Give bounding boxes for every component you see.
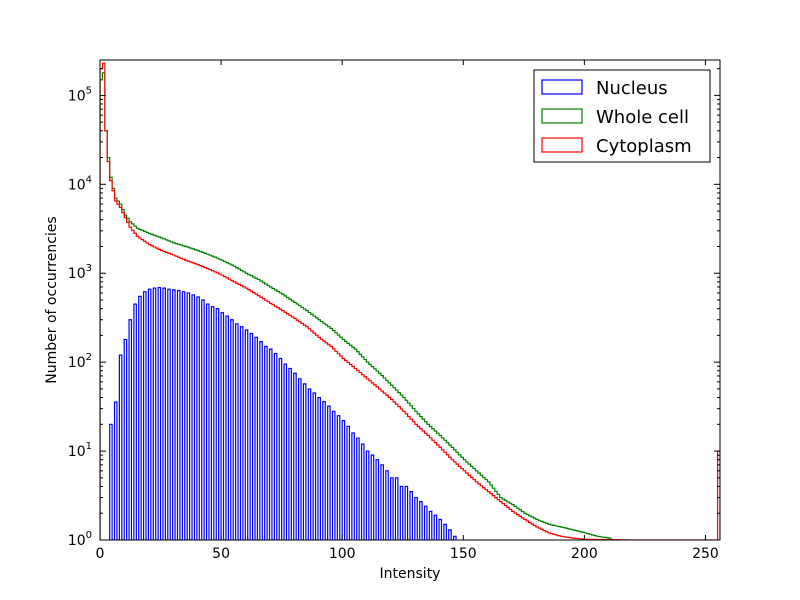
x-tick-label: 0 (96, 546, 105, 562)
y-axis-label: Number of occurrencies (44, 216, 60, 383)
y-tick-label: 101 (68, 441, 92, 460)
plot-area (100, 62, 720, 540)
y-tick-label: 104 (68, 174, 92, 193)
legend-swatch-nucleus (541, 79, 583, 95)
series-whole-cell (100, 72, 612, 540)
x-tick-label: 150 (450, 546, 477, 562)
x-tick-label: 200 (571, 546, 598, 562)
series-cytoplasm (100, 62, 720, 540)
y-tick-label: 105 (68, 85, 92, 104)
x-tick-label: 50 (212, 546, 230, 562)
legend-label-nucleus: Nucleus (596, 78, 668, 99)
x-tick-label: 250 (692, 546, 719, 562)
legend-label-cytoplasm: Cytoplasm (596, 136, 692, 157)
legend-box (533, 69, 711, 163)
x-axis-label: Intensity (380, 566, 441, 582)
x-tick-label: 100 (329, 546, 356, 562)
legend-swatch-cytoplasm (541, 137, 583, 153)
y-tick-label: 100 (68, 530, 92, 549)
legend-label-whole-cell: Whole cell (596, 107, 689, 128)
legend: Nucleus Whole cell Cytoplasm (533, 69, 711, 163)
series-whole-cell-line (100, 72, 612, 540)
legend-swatch-whole-cell (541, 108, 583, 124)
series-cytoplasm-line (100, 62, 720, 540)
y-tick-label: 103 (68, 263, 92, 282)
axes: 0 50 100 150 200 250 100 101 102 103 104 105 (68, 59, 721, 562)
y-tick-label: 102 (68, 352, 92, 371)
